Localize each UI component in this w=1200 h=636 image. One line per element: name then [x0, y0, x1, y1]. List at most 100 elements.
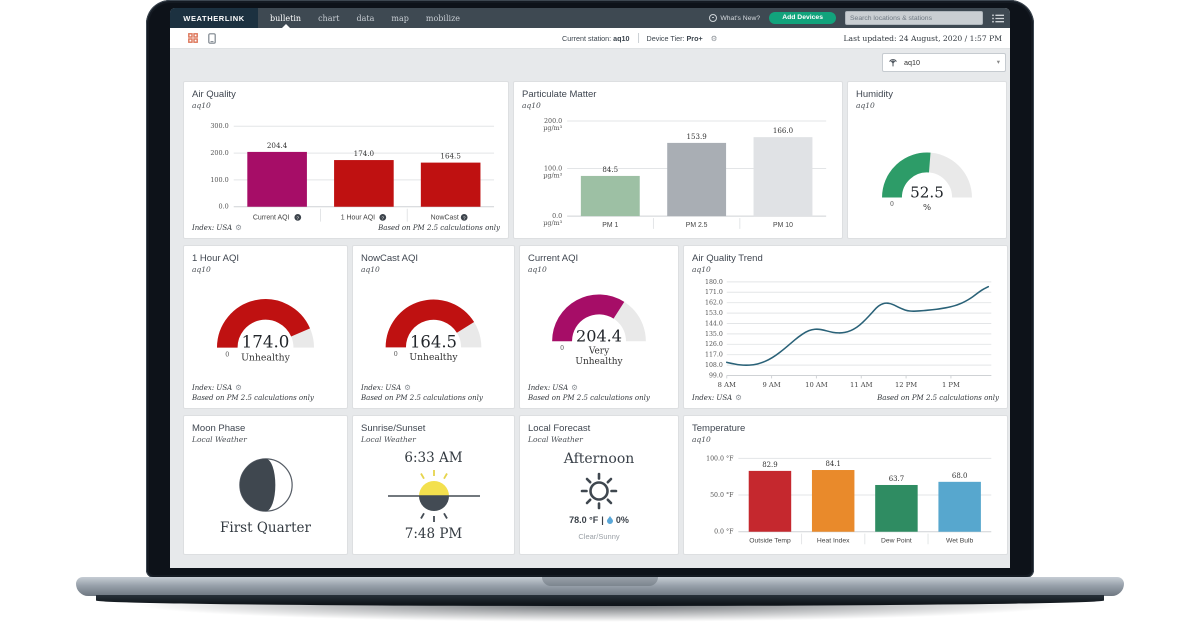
card-title: Moon Phase: [192, 423, 246, 434]
sunrise-time: 6:33 AM: [404, 450, 463, 466]
card-subtitle: aq10: [192, 265, 211, 274]
station-signal-icon: [889, 59, 897, 67]
index-settings-gear-icon[interactable]: ⚙: [235, 383, 242, 392]
svg-text:0.0: 0.0: [552, 212, 562, 220]
card-subtitle: aq10: [522, 101, 541, 110]
tab-data[interactable]: data: [356, 13, 375, 23]
svg-text:171.0: 171.0: [705, 289, 723, 296]
card-local-forecast: Local Forecast Local Weather Afternoon: [519, 415, 679, 555]
help-icon[interactable]: ?: [460, 213, 468, 221]
device-settings-gear-icon[interactable]: ⚙: [710, 33, 718, 43]
svg-text:PM 10: PM 10: [773, 222, 793, 229]
air-quality-trend-line-chart: 99.0 108.0 117.0 126.0 135.0 144.0 153.0 162.0 1…: [692, 274, 999, 393]
svg-text:300.0: 300.0: [210, 122, 228, 130]
pm-note: Based on PM 2.5 calculations only: [192, 394, 314, 402]
particulate-matter-bar-chart: 0.0 µg/m³ 100.0 µg/m³ 200.0 µg/m³ 84.5 PM 1 153.…: [522, 110, 834, 232]
svg-text:1 Hour AQI: 1 Hour AQI: [341, 214, 375, 221]
forecast-condition: Clear/Sunny: [578, 532, 620, 541]
svg-text:82.9: 82.9: [762, 461, 777, 469]
svg-text:8 AM: 8 AM: [718, 381, 736, 389]
menu-list-icon[interactable]: [992, 13, 1004, 23]
tab-map[interactable]: map: [391, 13, 409, 23]
droplet-icon: [606, 516, 613, 524]
index-settings-gear-icon[interactable]: ⚙: [571, 383, 578, 392]
current-station-label: Current station: aq10: [562, 33, 630, 43]
index-label: Index: USA: [692, 393, 733, 402]
svg-text:0.0: 0.0: [219, 202, 229, 210]
svg-text:?: ?: [463, 215, 466, 221]
svg-text:Unhealthy: Unhealthy: [409, 351, 458, 362]
card-subtitle: aq10: [692, 435, 711, 444]
card-subtitle: aq10: [528, 265, 547, 274]
svg-text:99.0: 99.0: [709, 372, 723, 379]
pm-note: Based on PM 2.5 calculations only: [528, 394, 650, 402]
svg-text:Unhealthy: Unhealthy: [575, 357, 623, 367]
svg-text:100.0 °F: 100.0 °F: [706, 455, 734, 462]
svg-text:68.0: 68.0: [952, 472, 967, 480]
index-settings-gear-icon[interactable]: ⚙: [235, 223, 242, 232]
svg-text:%: %: [923, 203, 931, 213]
laptop-base: [76, 577, 1124, 596]
add-devices-button[interactable]: Add Devices: [769, 11, 836, 25]
tab-mobilize[interactable]: mobilize: [425, 13, 461, 23]
svg-text:µg/m³: µg/m³: [543, 219, 562, 227]
card-subtitle: aq10: [192, 101, 211, 110]
laptop-shadow: [130, 604, 1070, 622]
svg-text:200.0: 200.0: [210, 149, 228, 157]
station-select-dropdown[interactable]: aq10 ▾: [882, 52, 1006, 72]
forecast-period: Afternoon: [563, 451, 635, 467]
pm-note: Based on PM 2.5 calculations only: [877, 394, 999, 402]
mobile-view-icon[interactable]: [208, 32, 216, 44]
index-settings-gear-icon[interactable]: ⚙: [404, 383, 411, 392]
tab-chart[interactable]: chart: [318, 13, 340, 23]
card-subtitle: aq10: [692, 265, 711, 274]
help-icon[interactable]: ?: [294, 213, 302, 221]
whats-new-link[interactable]: What's New?: [709, 14, 760, 22]
help-icon[interactable]: ?: [379, 213, 387, 221]
svg-text:12 PM: 12 PM: [895, 381, 917, 389]
moon-first-quarter-icon: [238, 457, 293, 512]
laptop-underbody: [96, 595, 1104, 606]
svg-text:204.4: 204.4: [267, 140, 288, 149]
card-one-hour-aqi: 1 Hour AQI aq10 0 174.0 Unhealthy Index: U…: [183, 245, 348, 409]
svg-text:µg/m³: µg/m³: [543, 171, 562, 179]
svg-text:10 AM: 10 AM: [805, 381, 828, 389]
last-updated: Last updated: 24 August, 2020 / 1:57 PM: [843, 33, 1003, 43]
weatherlink-logo: WEATHERLINK: [170, 8, 258, 28]
card-air-quality-trend: Air Quality Trend aq10 99.0 108.0 117.0 126…: [683, 245, 1008, 409]
svg-text:PM 1: PM 1: [602, 222, 618, 229]
search-input[interactable]: [845, 11, 983, 25]
svg-text:162.0: 162.0: [705, 299, 723, 306]
station-select-value: aq10: [904, 57, 920, 67]
card-title: Local Forecast: [528, 423, 591, 434]
card-humidity: Humidity aq10 0 52.5%: [847, 81, 1007, 239]
one-hour-aqi-gauge: 0 174.0 Unhealthy: [192, 274, 339, 383]
app-screen: WEATHERLINK bulletin chart data map mobi…: [170, 8, 1010, 568]
index-settings-gear-icon[interactable]: ⚙: [735, 393, 742, 402]
pm-note: Based on PM 2.5 calculations only: [378, 224, 500, 232]
tab-bulletin[interactable]: bulletin: [270, 8, 301, 28]
card-subtitle: aq10: [856, 101, 875, 110]
current-station-value: aq10: [613, 33, 630, 43]
device-tier-value: Pro+: [686, 33, 703, 43]
svg-text:108.0: 108.0: [705, 362, 723, 369]
svg-text:Outside Temp: Outside Temp: [749, 537, 791, 544]
svg-text:174.0: 174.0: [354, 149, 375, 158]
nav-tabs: bulletin chart data map mobilize: [270, 8, 460, 28]
card-title: NowCast AQI: [361, 253, 419, 264]
svg-text:84.1: 84.1: [825, 460, 840, 468]
svg-text:0: 0: [225, 350, 229, 358]
grid-view-icon[interactable]: [188, 33, 198, 43]
navbar: WEATHERLINK bulletin chart data map mobi…: [170, 8, 1010, 28]
svg-text:50.0 °F: 50.0 °F: [710, 492, 734, 499]
precip-chance: 0%: [615, 515, 629, 525]
svg-text:0: 0: [890, 201, 894, 208]
nav-right: What's New? Add Devices: [709, 8, 1010, 28]
svg-text:84.5: 84.5: [602, 165, 618, 174]
card-particulate-matter: Particulate Matter aq10 0.0 µg/m³ 100.0 µg/…: [513, 81, 843, 239]
svg-text:153.0: 153.0: [705, 310, 723, 317]
card-temperature: Temperature aq10 0.0 °F 50.0 °F 100.0 °F 82…: [683, 415, 1008, 555]
svg-text:117.0: 117.0: [705, 351, 723, 358]
forecast-temp-line: 78.0 °F | 0%: [569, 515, 629, 525]
card-nowcast-aqi: NowCast AQI aq10 0 164.5 Unhealthy Index: …: [352, 245, 515, 409]
